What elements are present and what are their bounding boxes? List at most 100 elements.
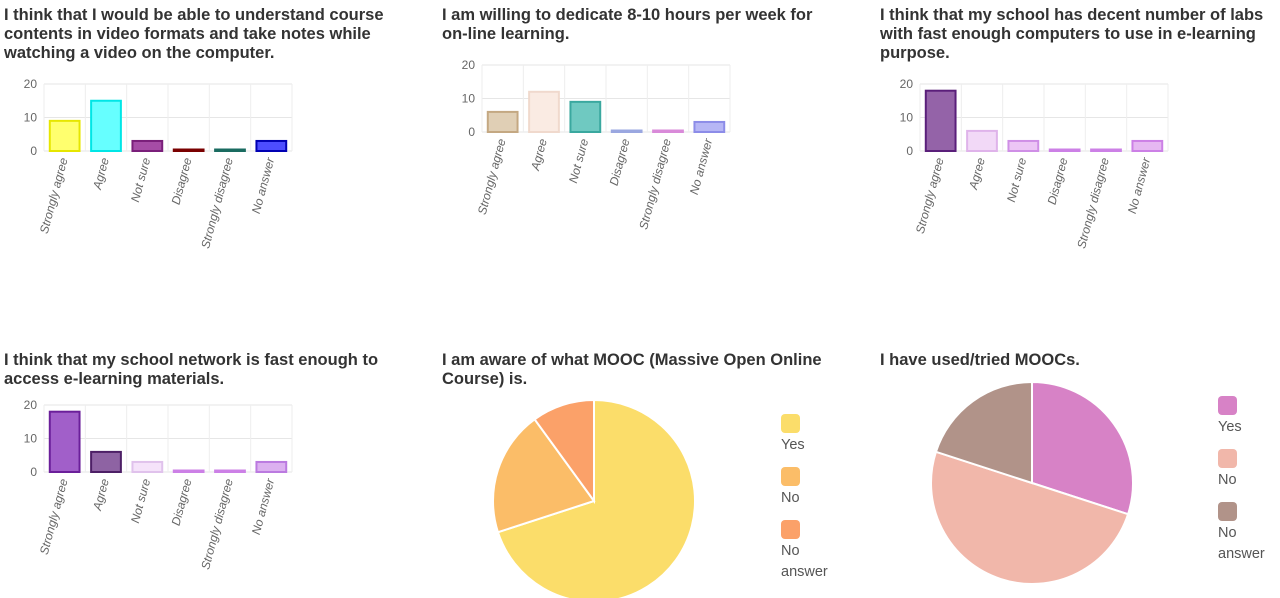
chart-title: I am aware of what MOOC (Massive Open On… <box>442 351 822 389</box>
bar <box>1131 139 1164 152</box>
chart-title-line: watching a video on the computer. <box>4 44 275 62</box>
y-tick-label: 10 <box>900 111 914 125</box>
y-tick-label: 0 <box>906 144 913 158</box>
legend-item-no: No <box>781 467 800 509</box>
legend-label: No answer <box>781 543 828 580</box>
y-tick-label: 10 <box>24 432 38 446</box>
pie-slice <box>492 417 596 534</box>
bar <box>214 469 246 473</box>
legend-item-no-answer: No answer <box>781 520 841 583</box>
chart-title-line: on-line learning. <box>442 25 570 43</box>
pie-slice <box>934 380 1033 485</box>
x-tick-label: No answer <box>249 155 278 215</box>
chart-panel-mooc-usage: I have used/tried MOOCs. Yes No No answe… <box>880 351 1280 598</box>
chart-title-line: I am aware of what MOOC (Massive Open On… <box>442 351 822 369</box>
chart-panel-school-network: I think that my school network is fast e… <box>4 351 424 596</box>
chart-title: I think that I would be able to understa… <box>4 6 384 63</box>
bar <box>610 129 643 133</box>
y-tick-label: 20 <box>900 77 914 91</box>
chart-title-line: I think that my school network is fast e… <box>4 351 379 369</box>
legend-item-yes: Yes <box>781 414 805 456</box>
bar <box>172 148 205 152</box>
bar-chart: 0 10 20 Strongly agree Agree Not sure Disagree… <box>462 58 731 231</box>
y-tick-label: 20 <box>24 77 38 91</box>
chart-panel-video-notes: I think that I would be able to understa… <box>4 6 424 296</box>
legend-label: No <box>1218 472 1237 488</box>
x-tick-label: Strongly agree <box>913 156 947 235</box>
chart-title: I have used/tried MOOCs. <box>880 351 1080 370</box>
x-tick-label: Agree <box>966 156 988 192</box>
x-tick-label: Strongly disagree <box>1074 156 1112 250</box>
pie-chart <box>930 380 1134 585</box>
bar <box>1048 148 1081 152</box>
legend-label: No <box>781 490 800 506</box>
x-tick-label: Agree <box>528 137 550 173</box>
bar <box>255 139 288 152</box>
x-tick-label: No answer <box>687 136 716 196</box>
y-tick-label: 0 <box>30 144 37 158</box>
chart-legend: Yes No No answer <box>1218 396 1280 566</box>
chart-title-line: purpose. <box>880 44 950 62</box>
bar <box>486 110 519 134</box>
bar <box>966 129 998 152</box>
x-tick-label: Not sure <box>128 477 153 525</box>
x-tick-label: Strongly agree <box>475 137 509 216</box>
x-tick-label: Strongly disagree <box>198 477 236 571</box>
chart-title-line: with fast enough computers to use in e-l… <box>880 25 1256 43</box>
chart-panel-mooc-awareness: I am aware of what MOOC (Massive Open On… <box>442 351 862 598</box>
chart-title-line: access e-learning materials. <box>4 370 225 388</box>
legend-item-no-answer: No answer <box>1218 502 1278 565</box>
chart-title-line: I am willing to dedicate 8-10 hours per … <box>442 6 813 24</box>
bar-chart: 0 10 20 Strongly agree Agree Not sure Disagree… <box>900 77 1169 250</box>
legend-swatch <box>781 414 800 433</box>
chart-panel-school-labs: I think that my school has decent number… <box>880 6 1280 296</box>
legend-item-yes: Yes <box>1218 396 1242 438</box>
bar <box>528 90 560 134</box>
y-tick-label: 0 <box>468 125 475 139</box>
x-tick-label: Disagree <box>169 477 195 527</box>
x-tick-label: Agree <box>90 156 112 192</box>
pie-slice <box>496 398 696 598</box>
y-tick-label: 20 <box>24 398 38 412</box>
chart-title: I think that my school has decent number… <box>880 6 1263 63</box>
legend-swatch <box>1218 396 1237 415</box>
bar <box>90 450 122 474</box>
bar <box>693 120 726 133</box>
y-tick-label: 10 <box>24 111 38 125</box>
bar <box>652 129 684 133</box>
legend-label: Yes <box>1218 419 1242 435</box>
pie-chart <box>492 398 696 598</box>
bar <box>1090 148 1122 152</box>
x-tick-label: Not sure <box>128 156 153 204</box>
y-tick-label: 0 <box>30 465 37 479</box>
legend-swatch <box>781 467 800 486</box>
bar <box>1007 139 1040 152</box>
legend-label: No answer <box>1218 525 1265 562</box>
x-tick-label: Disagree <box>1045 156 1071 206</box>
bar-chart: 0 10 20 Strongly agree Agree Not sure Disagree… <box>24 77 293 250</box>
bar <box>214 148 246 152</box>
x-tick-label: Strongly disagree <box>636 137 674 231</box>
x-tick-label: Not sure <box>566 137 591 185</box>
pie-slice <box>533 398 595 505</box>
chart-title: I am willing to dedicate 8-10 hours per … <box>442 6 812 44</box>
chart-title-line: I have used/tried MOOCs. <box>880 351 1080 369</box>
x-tick-label: No answer <box>249 476 278 536</box>
chart-title-line: I think that I would be able to understa… <box>4 6 384 24</box>
legend-swatch <box>1218 449 1237 468</box>
bar-chart: 0 10 20 Strongly agree Agree Not sure Disagree… <box>24 398 293 571</box>
legend-item-no: No <box>1218 449 1237 491</box>
legend-swatch <box>781 520 800 539</box>
x-tick-label: Strongly agree <box>37 156 71 235</box>
x-tick-label: Agree <box>90 477 112 513</box>
chart-title: I think that my school network is fast e… <box>4 351 378 389</box>
legend-swatch <box>1218 502 1237 521</box>
x-tick-label: Disagree <box>607 137 633 187</box>
bar <box>131 139 164 152</box>
bar <box>48 119 81 152</box>
bar <box>569 100 602 133</box>
chart-title-line: contents in video formats and take notes… <box>4 25 371 43</box>
chart-panel-weekly-hours: I am willing to dedicate 8-10 hours per … <box>442 6 862 296</box>
x-tick-label: No answer <box>1125 155 1154 215</box>
pie-slice <box>930 450 1130 585</box>
